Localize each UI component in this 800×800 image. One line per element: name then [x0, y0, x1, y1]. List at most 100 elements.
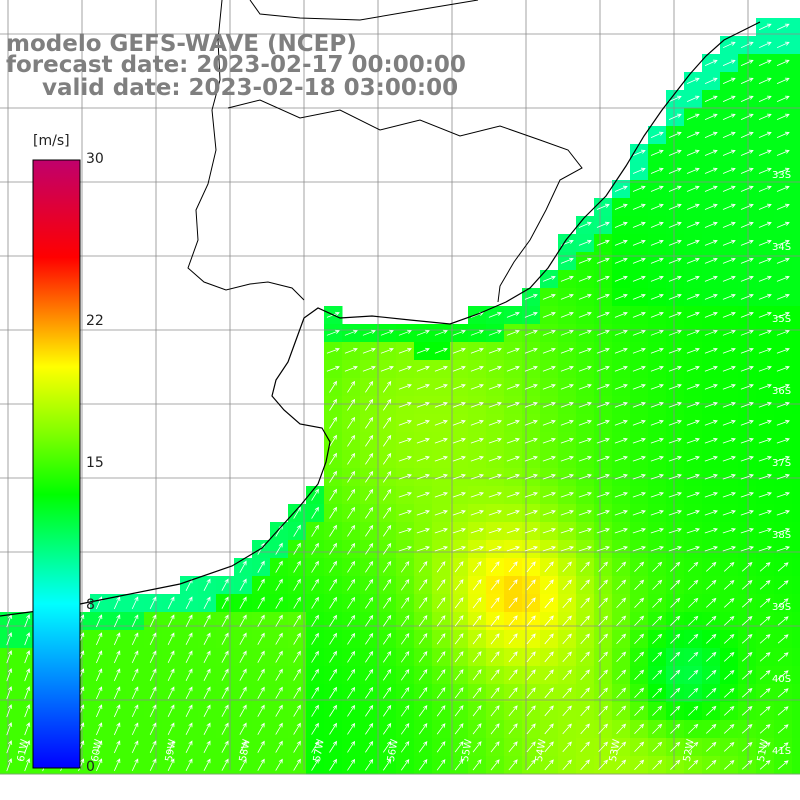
wind-arrow [365, 686, 374, 699]
wind-arrow [740, 311, 754, 318]
wind-arrow [167, 632, 175, 645]
wind-arrow [578, 473, 592, 480]
wind-arrow [560, 491, 574, 498]
wind-arrow [311, 704, 319, 717]
wind-arrow [398, 383, 412, 390]
wind-arrow [632, 545, 647, 552]
wind-arrow [167, 704, 175, 717]
wind-arrow [759, 616, 771, 626]
wind-arrow [380, 365, 394, 372]
wind-arrow [632, 365, 646, 372]
wind-arrow [382, 686, 392, 699]
wind-arrow [632, 401, 646, 408]
wind-arrow [365, 614, 374, 627]
wind-arrow [704, 293, 718, 300]
wind-arrow [488, 419, 502, 426]
wind-arrow [686, 365, 700, 372]
wind-arrow [578, 221, 592, 228]
wind-arrow [686, 185, 700, 192]
wind-arrow [759, 652, 771, 662]
wind-arrow [434, 401, 448, 408]
wind-arrow [632, 473, 646, 480]
wind-arrow [472, 633, 482, 645]
wind-arrow [311, 650, 319, 663]
wind-arrow [740, 473, 754, 480]
wind-arrow [614, 527, 629, 534]
wind-arrow [239, 596, 247, 609]
wind-arrow [686, 113, 700, 120]
wind-arrow [562, 633, 572, 645]
wind-arrow [776, 419, 790, 426]
wind-arrow [344, 329, 358, 336]
wind-arrow [704, 221, 718, 228]
wind-arrow [24, 650, 31, 664]
wind-arrow [524, 527, 539, 534]
wind-arrow [722, 491, 736, 498]
wind-arrow [542, 419, 556, 426]
wind-arrow [668, 185, 682, 192]
wind-arrow [452, 329, 466, 336]
wind-arrow [596, 203, 610, 210]
wind-arrow [670, 759, 681, 770]
wind-arrow [650, 365, 664, 372]
wind-cell [792, 630, 800, 649]
wind-arrow [598, 651, 608, 663]
wind-arrow [759, 598, 771, 608]
wind-arrow [508, 759, 518, 771]
wind-arrow [203, 740, 211, 753]
wind-arrow [329, 434, 337, 447]
colorbar-tick: 0 [86, 759, 95, 775]
wind-arrow [365, 524, 374, 537]
wind-arrow [776, 437, 790, 444]
wind-arrow [488, 509, 502, 516]
wind-arrow [580, 597, 590, 609]
wind-arrow [311, 758, 319, 771]
wind-arrow [759, 742, 771, 752]
wind-arrow [257, 632, 265, 645]
wind-arrow [490, 759, 500, 771]
wind-arrow [668, 401, 682, 408]
wind-arrow [203, 578, 211, 591]
wind-arrow [24, 632, 31, 646]
wind-arrow [562, 759, 572, 771]
wind-arrow [632, 221, 646, 228]
wind-arrow [400, 650, 410, 663]
wind-arrow [740, 527, 755, 534]
wind-arrow [400, 740, 410, 753]
wind-arrow [434, 455, 448, 462]
wind-arrow [740, 275, 754, 282]
wind-arrow [578, 509, 592, 516]
wind-arrow [704, 383, 718, 390]
wind-cell [792, 360, 800, 379]
wind-arrow [722, 509, 736, 516]
wind-arrow [758, 455, 772, 462]
wind-arrow [686, 239, 700, 246]
wind-arrow [688, 561, 699, 572]
wind-arrow [382, 596, 392, 609]
wind-arrow [239, 722, 247, 735]
wind-arrow [758, 347, 772, 354]
wind-arrow [257, 650, 265, 663]
wind-arrow [758, 41, 772, 49]
wind-arrow [434, 491, 448, 498]
wind-arrow [524, 311, 538, 318]
wind-arrow [400, 614, 410, 627]
wind-arrow [705, 561, 717, 572]
wind-arrow [329, 740, 337, 753]
wind-arrow [614, 275, 628, 282]
wind-arrow [759, 580, 771, 590]
wind-arrow [722, 221, 736, 228]
wind-arrow [704, 491, 718, 498]
wind-arrow [326, 329, 340, 336]
wind-arrow [275, 758, 283, 771]
wind-arrow [490, 723, 500, 735]
wind-arrow [580, 669, 590, 681]
wind-arrow [472, 741, 482, 753]
wind-arrow [418, 741, 428, 753]
wind-arrow [722, 527, 737, 534]
wind-arrow [436, 579, 446, 591]
wind-arrow [614, 203, 628, 210]
wind-arrow [221, 740, 229, 753]
wind-arrow [596, 527, 611, 534]
wind-arrow [776, 149, 790, 156]
